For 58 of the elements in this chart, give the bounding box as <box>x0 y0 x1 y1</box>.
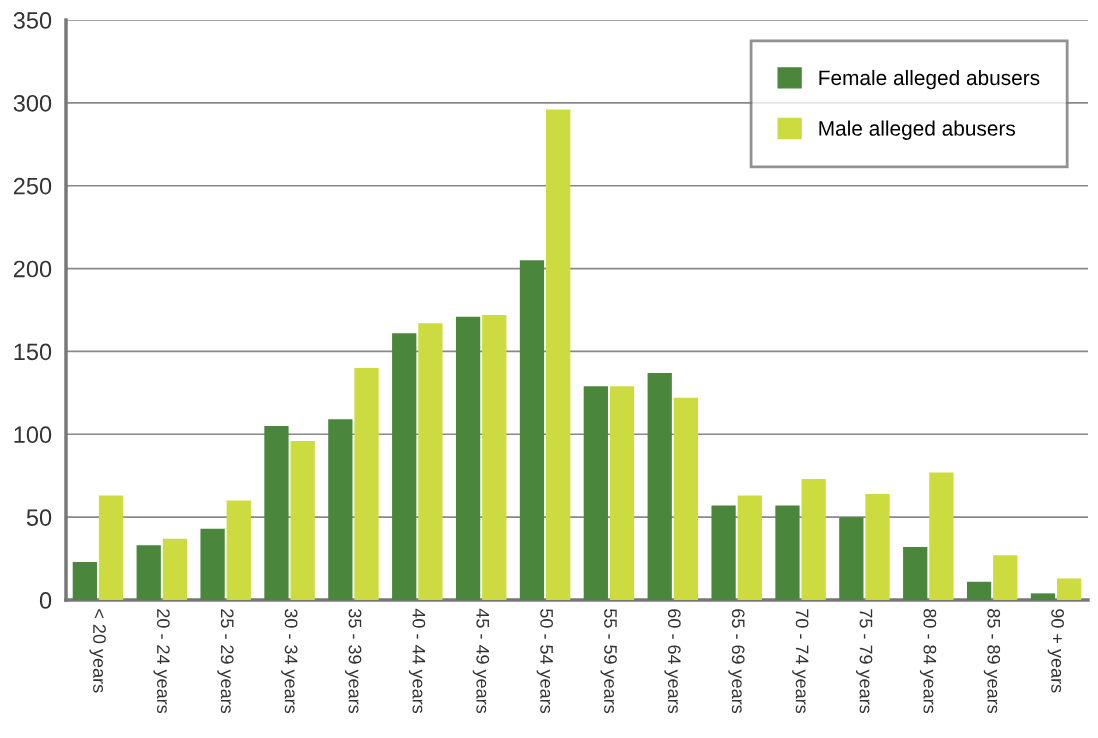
x-tick-label: 55 - 59 years <box>600 609 617 714</box>
x-tick-label: 75 - 79 years <box>856 609 873 714</box>
bar <box>200 528 225 600</box>
bar <box>737 495 762 600</box>
x-tick-label: 85 - 89 years <box>983 609 1001 714</box>
x-tick-label: 60 - 64 years <box>664 609 681 714</box>
x-tick-label: 25 - 29 years <box>217 609 234 714</box>
x-tick-label: 35 - 39 years <box>345 609 362 714</box>
x-tick-label: 90 + years <box>1047 609 1064 693</box>
x-tick-label: 50 - 54 years <box>536 609 553 714</box>
y-tick-label: 50 <box>26 509 52 526</box>
bar <box>929 472 954 600</box>
bar <box>226 500 251 600</box>
y-tick-label: 0 <box>39 592 52 609</box>
y-tick-label: 100 <box>14 426 52 444</box>
bar <box>609 386 635 600</box>
bar <box>865 493 890 600</box>
bar <box>418 323 443 600</box>
x-tick-label: 30 - 34 years <box>281 609 298 714</box>
bar <box>839 517 864 600</box>
bar <box>290 440 315 600</box>
bar <box>903 546 928 600</box>
x-tick-label: 65 - 69 years <box>728 609 745 714</box>
y-tick-label: 300 <box>13 94 52 112</box>
bar <box>162 538 188 600</box>
x-tick-label: 20 - 24 years <box>153 609 170 714</box>
bar <box>583 386 608 600</box>
bar <box>136 545 161 600</box>
bar <box>455 316 481 600</box>
y-tick-label: 200 <box>13 260 52 278</box>
x-tick-label: 80 - 84 years <box>919 609 937 714</box>
x-tick-label: 40 - 44 years <box>408 608 426 714</box>
bar <box>775 505 800 600</box>
bar <box>1057 578 1082 600</box>
bar <box>354 368 379 600</box>
bar <box>673 397 699 600</box>
legend-label: Male alleged abusers <box>819 120 1016 140</box>
y-tick-label: 150 <box>14 343 52 361</box>
legend-label: Female alleged abusers <box>819 69 1040 90</box>
bar <box>72 561 97 600</box>
x-tick-label: < 20 years <box>89 609 106 693</box>
bar <box>801 479 826 600</box>
y-tick-label: 350 <box>13 12 52 29</box>
bar <box>98 495 124 600</box>
y-tick-label: 250 <box>13 177 52 195</box>
x-tick-label: 70 - 74 years <box>792 609 809 714</box>
bar <box>647 372 672 600</box>
bar <box>519 260 545 600</box>
bar <box>993 555 1018 600</box>
bar <box>966 581 992 600</box>
bar <box>328 419 353 600</box>
bar <box>546 109 571 600</box>
bar <box>264 426 289 600</box>
bar <box>711 505 736 600</box>
bar <box>1030 593 1056 600</box>
x-tick-label: 45 - 49 years <box>472 608 490 714</box>
bar <box>482 314 507 600</box>
bar <box>392 333 417 600</box>
